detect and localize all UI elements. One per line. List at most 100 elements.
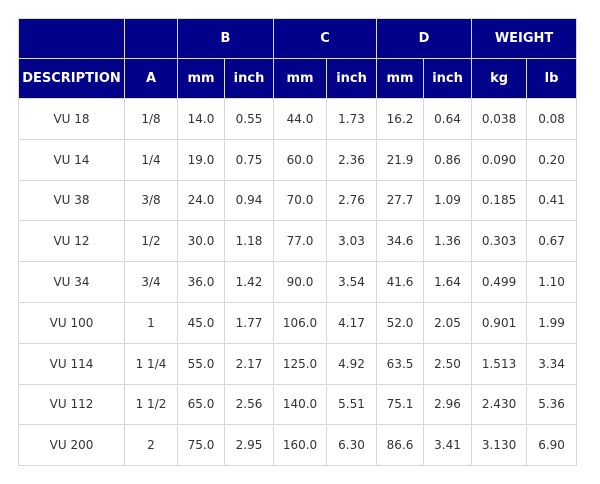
cell-a: 3/8 <box>124 179 178 222</box>
cell-c-inch: 3.54 <box>326 261 378 303</box>
cell-c-mm: 140.0 <box>273 383 328 426</box>
table-row: VU 38 3/8 24.0 0.94 70.0 2.76 27.7 1.09 0.185 0.4… <box>18 179 578 222</box>
table-row: VU 114 1 1/4 55.0 2.17 125.0 4.92 63.5 2.50 1.51… <box>18 342 578 385</box>
cell-weight-kg: 0.090 <box>471 138 528 181</box>
cell-a: 1 <box>124 301 178 344</box>
cell-b-mm: 30.0 <box>177 220 225 263</box>
cell-d-inch: 0.86 <box>423 138 473 181</box>
cell-b-inch: 0.75 <box>223 138 275 181</box>
cell-c-inch: 4.92 <box>326 342 378 385</box>
cell-d-inch: 2.50 <box>423 342 473 385</box>
cell-b-inch: 2.17 <box>223 342 275 385</box>
header-kg: kg <box>471 58 528 99</box>
cell-description: VU 114 <box>18 342 125 385</box>
table-row: VU 200 2 75.0 2.95 160.0 6.30 86.6 3.41 3.130 6.9… <box>18 424 578 467</box>
cell-c-mm: 70.0 <box>273 179 328 222</box>
cell-a: 1/8 <box>124 98 178 140</box>
cell-c-mm: 125.0 <box>273 342 328 385</box>
cell-weight-lb: 0.08 <box>526 98 578 140</box>
cell-weight-lb: 0.20 <box>526 138 578 181</box>
table-row: VU 34 3/4 36.0 1.42 90.0 3.54 41.6 1.64 0.499 1.1… <box>18 261 578 303</box>
cell-weight-kg: 1.513 <box>471 342 528 385</box>
header-c-inch: inch <box>326 58 378 99</box>
cell-description: VU 34 <box>18 261 125 303</box>
cell-description: VU 12 <box>18 220 125 263</box>
cell-a: 1/4 <box>124 138 178 181</box>
cell-description: VU 200 <box>18 424 125 467</box>
cell-d-mm: 86.6 <box>376 424 425 467</box>
cell-b-inch: 2.95 <box>223 424 275 467</box>
table-header: B C D WEIGHT DESCRIPTION A mm inch mm in… <box>18 18 578 99</box>
table-row: VU 14 1/4 19.0 0.75 60.0 2.36 21.9 0.86 0.090 0.2… <box>18 138 578 181</box>
cell-d-mm: 16.2 <box>376 98 425 140</box>
table-row: VU 100 1 45.0 1.77 106.0 4.17 52.0 2.05 0.901 1.9… <box>18 301 578 344</box>
cell-weight-lb: 0.67 <box>526 220 578 263</box>
cell-b-inch: 0.94 <box>223 179 275 222</box>
cell-c-inch: 2.76 <box>326 179 378 222</box>
table-row: VU 12 1/2 30.0 1.18 77.0 3.03 34.6 1.36 0.303 0.6… <box>18 220 578 263</box>
cell-d-inch: 0.64 <box>423 98 473 140</box>
cell-b-mm: 14.0 <box>177 98 225 140</box>
cell-weight-kg: 2.430 <box>471 383 528 426</box>
cell-c-mm: 106.0 <box>273 301 328 344</box>
header-lb: lb <box>526 58 578 99</box>
cell-weight-kg: 0.499 <box>471 261 528 303</box>
cell-a: 1 1/2 <box>124 383 178 426</box>
cell-c-mm: 160.0 <box>273 424 328 467</box>
header-c-mm: mm <box>273 58 328 99</box>
cell-d-inch: 2.96 <box>423 383 473 426</box>
cell-b-inch: 1.18 <box>223 220 275 263</box>
cell-weight-lb: 3.34 <box>526 342 578 385</box>
cell-d-inch: 3.41 <box>423 424 473 467</box>
cell-a: 1 1/4 <box>124 342 178 385</box>
cell-d-inch: 1.09 <box>423 179 473 222</box>
cell-weight-kg: 0.901 <box>471 301 528 344</box>
cell-d-mm: 63.5 <box>376 342 425 385</box>
cell-description: VU 100 <box>18 301 125 344</box>
cell-weight-lb: 1.10 <box>526 261 578 303</box>
empty-header-cell <box>124 18 178 59</box>
header-b: B <box>176 18 275 59</box>
cell-b-mm: 19.0 <box>177 138 225 181</box>
header-d-inch: inch <box>423 58 473 99</box>
cell-c-inch: 2.36 <box>326 138 378 181</box>
cell-d-mm: 27.7 <box>376 179 425 222</box>
cell-b-mm: 36.0 <box>177 261 225 303</box>
cell-description: VU 18 <box>18 98 125 140</box>
cell-c-mm: 77.0 <box>273 220 328 263</box>
cell-d-mm: 21.9 <box>376 138 425 181</box>
cell-b-mm: 45.0 <box>177 301 225 344</box>
cell-description: VU 38 <box>18 179 125 222</box>
table-row: VU 18 1/8 14.0 0.55 44.0 1.73 16.2 0.64 0.038 0.0… <box>18 98 578 140</box>
cell-b-inch: 1.77 <box>223 301 275 344</box>
header-d: D <box>376 18 473 59</box>
cell-a: 1/2 <box>124 220 178 263</box>
cell-d-mm: 75.1 <box>376 383 425 426</box>
table-body: VU 18 1/8 14.0 0.55 44.0 1.73 16.2 0.64 0.038 0.0… <box>18 98 578 467</box>
cell-d-mm: 34.6 <box>376 220 425 263</box>
cell-c-mm: 44.0 <box>273 98 328 140</box>
header-b-mm: mm <box>177 58 225 99</box>
header-d-mm: mm <box>376 58 425 99</box>
cell-b-inch: 1.42 <box>223 261 275 303</box>
spec-table: B C D WEIGHT DESCRIPTION A mm inch mm in… <box>18 18 578 467</box>
sub-header-row: DESCRIPTION A mm inch mm inch mm inch kg… <box>18 58 578 99</box>
cell-b-inch: 0.55 <box>223 98 275 140</box>
cell-b-mm: 55.0 <box>177 342 225 385</box>
cell-a: 3/4 <box>124 261 178 303</box>
header-b-inch: inch <box>223 58 275 99</box>
cell-d-inch: 2.05 <box>423 301 473 344</box>
cell-weight-lb: 6.90 <box>526 424 578 467</box>
cell-d-mm: 52.0 <box>376 301 425 344</box>
cell-weight-kg: 0.038 <box>471 98 528 140</box>
cell-b-mm: 75.0 <box>177 424 225 467</box>
header-a: A <box>124 58 178 99</box>
cell-weight-lb: 5.36 <box>526 383 578 426</box>
cell-c-mm: 60.0 <box>273 138 328 181</box>
cell-a: 2 <box>124 424 178 467</box>
cell-weight-lb: 1.99 <box>526 301 578 344</box>
cell-weight-kg: 3.130 <box>471 424 528 467</box>
cell-b-inch: 2.56 <box>223 383 275 426</box>
cell-d-inch: 1.36 <box>423 220 473 263</box>
cell-c-inch: 5.51 <box>326 383 378 426</box>
